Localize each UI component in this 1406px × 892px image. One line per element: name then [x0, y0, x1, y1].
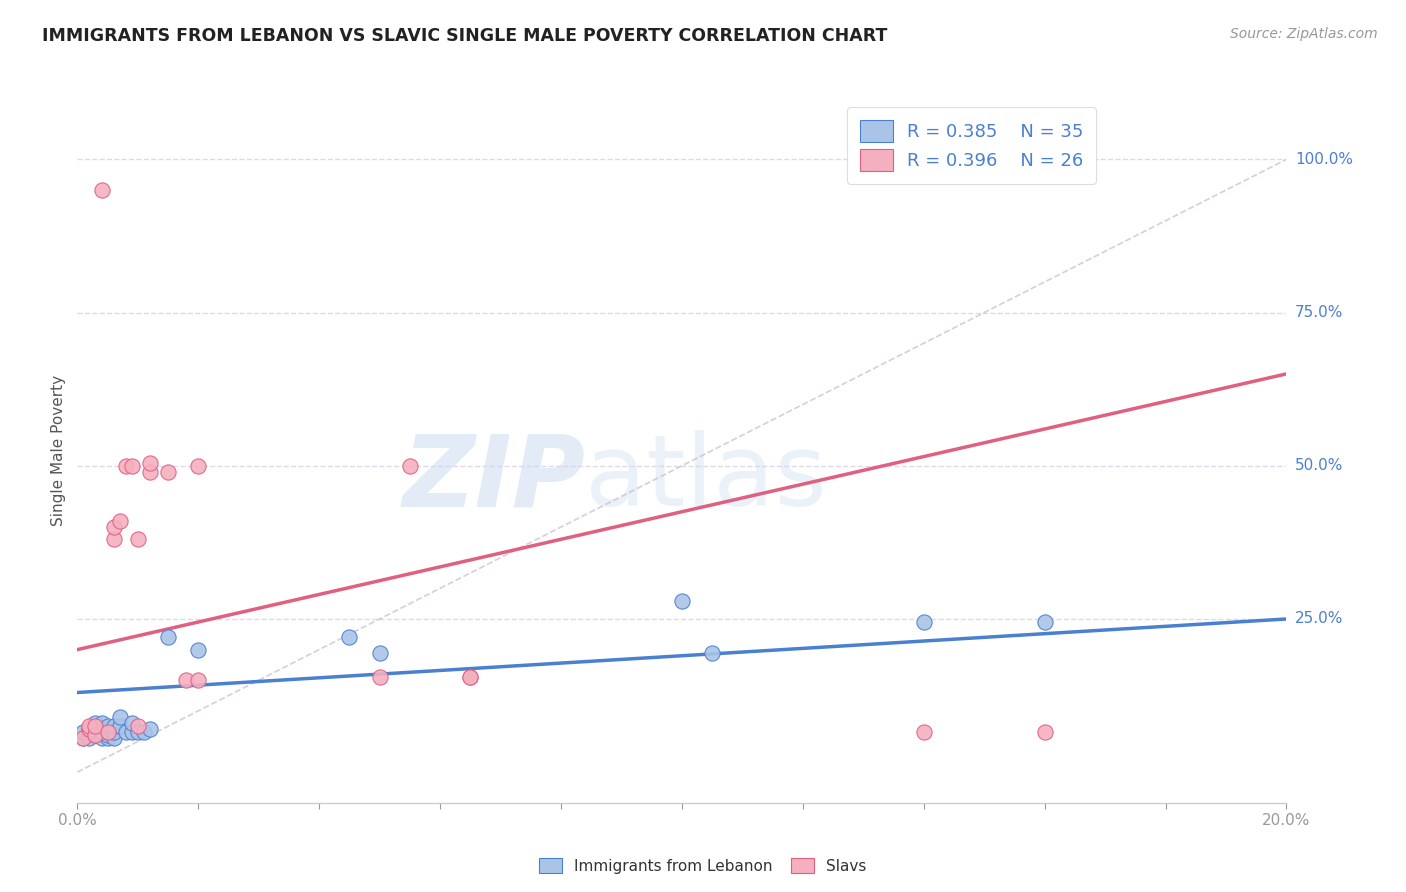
Point — [84, 716, 107, 731]
Point — [174, 673, 197, 688]
Point — [84, 723, 107, 737]
Point — [72, 731, 94, 746]
Text: 25.0%: 25.0% — [1295, 612, 1343, 626]
Point — [157, 465, 180, 479]
Point — [103, 725, 125, 739]
Point — [90, 731, 112, 746]
Point — [103, 719, 125, 733]
Point — [103, 520, 125, 534]
Point — [108, 514, 131, 528]
Text: 100.0%: 100.0% — [1295, 152, 1353, 167]
Point — [368, 646, 391, 660]
Text: 50.0%: 50.0% — [1295, 458, 1343, 474]
Text: IMMIGRANTS FROM LEBANON VS SLAVIC SINGLE MALE POVERTY CORRELATION CHART: IMMIGRANTS FROM LEBANON VS SLAVIC SINGLE… — [42, 27, 887, 45]
Legend: R = 0.385    N = 35, R = 0.396    N = 26: R = 0.385 N = 35, R = 0.396 N = 26 — [848, 107, 1097, 184]
Point — [187, 673, 209, 688]
Point — [96, 719, 118, 733]
Point — [337, 631, 360, 645]
Point — [103, 731, 125, 746]
Point — [84, 728, 107, 742]
Point — [103, 533, 125, 547]
Point — [90, 716, 112, 731]
Point — [671, 593, 693, 607]
Point — [139, 465, 162, 479]
Point — [139, 723, 162, 737]
Y-axis label: Single Male Poverty: Single Male Poverty — [51, 375, 66, 526]
Point — [458, 670, 481, 684]
Point — [368, 670, 391, 684]
Point — [79, 719, 101, 733]
Point — [96, 731, 118, 746]
Text: ZIP: ZIP — [402, 430, 585, 527]
Point — [912, 615, 935, 629]
Point — [108, 710, 131, 724]
Point — [121, 716, 143, 731]
Legend: Immigrants from Lebanon, Slavs: Immigrants from Lebanon, Slavs — [533, 852, 873, 880]
Point — [187, 458, 209, 473]
Point — [108, 719, 131, 733]
Point — [121, 725, 143, 739]
Point — [1033, 615, 1056, 629]
Point — [187, 642, 209, 657]
Point — [90, 725, 112, 739]
Point — [121, 458, 143, 473]
Text: 75.0%: 75.0% — [1295, 305, 1343, 320]
Point — [127, 725, 149, 739]
Point — [79, 723, 101, 737]
Point — [157, 631, 180, 645]
Point — [96, 728, 118, 742]
Point — [72, 725, 94, 739]
Point — [79, 723, 101, 737]
Point — [84, 728, 107, 742]
Point — [458, 670, 481, 684]
Point — [79, 725, 101, 739]
Point — [72, 731, 94, 746]
Point — [132, 725, 155, 739]
Point — [114, 458, 136, 473]
Point — [96, 725, 118, 739]
Point — [912, 725, 935, 739]
Point — [399, 458, 422, 473]
Point — [127, 719, 149, 733]
Text: Source: ZipAtlas.com: Source: ZipAtlas.com — [1230, 27, 1378, 41]
Point — [139, 456, 162, 470]
Text: atlas: atlas — [585, 430, 827, 527]
Point — [84, 719, 107, 733]
Point — [702, 646, 724, 660]
Point — [84, 725, 107, 739]
Point — [96, 725, 118, 739]
Point — [114, 725, 136, 739]
Point — [90, 183, 112, 197]
Point — [79, 731, 101, 746]
Point — [1033, 725, 1056, 739]
Point — [127, 533, 149, 547]
